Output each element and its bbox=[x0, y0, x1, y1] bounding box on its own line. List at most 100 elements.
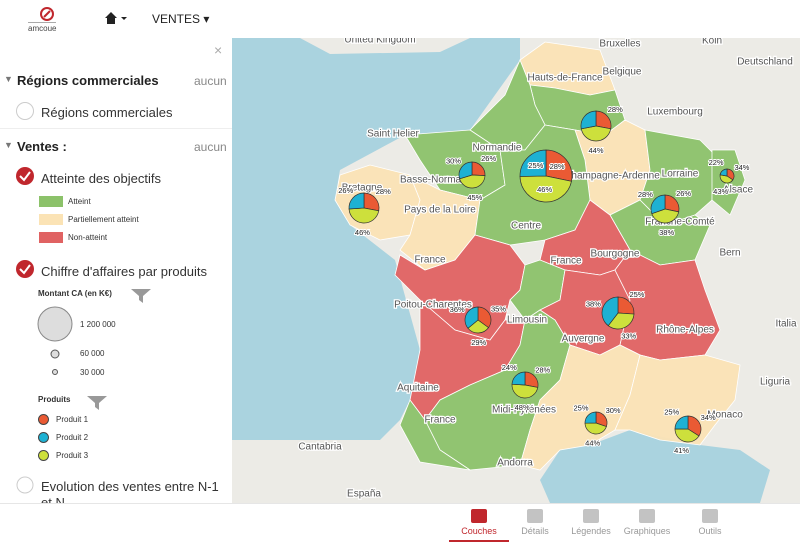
divider bbox=[0, 128, 232, 129]
filter-icon[interactable] bbox=[86, 395, 108, 411]
group-title: Régions commerciales bbox=[17, 73, 159, 88]
map-label: Lorraine bbox=[662, 169, 699, 180]
tab[interactable]: Détails bbox=[505, 504, 565, 540]
map-label: Aquitaine bbox=[397, 383, 439, 394]
legend-swatch bbox=[38, 414, 49, 425]
tab[interactable]: Couches bbox=[449, 504, 509, 542]
legend-label: Atteint bbox=[68, 197, 91, 206]
legend-label: Produit 2 bbox=[56, 433, 89, 442]
size-legend-label: 1 200 000 bbox=[80, 320, 116, 329]
legend-swatch bbox=[39, 196, 63, 207]
tab[interactable]: Légendes bbox=[561, 504, 621, 540]
layer-toggle[interactable] bbox=[16, 102, 34, 120]
map-label: Monaco bbox=[707, 410, 743, 421]
home-menu[interactable] bbox=[103, 10, 131, 26]
collapse-arrow[interactable]: ▼ bbox=[4, 140, 13, 150]
pie-slice bbox=[464, 306, 479, 329]
layer-toggle-checked[interactable] bbox=[15, 259, 35, 279]
region bbox=[519, 344, 641, 471]
region bbox=[399, 399, 471, 471]
pie-label: 28% bbox=[638, 190, 653, 199]
pie-label: 33% bbox=[621, 332, 636, 341]
pie-label: 46% bbox=[537, 185, 552, 194]
pie-label: 36% bbox=[450, 305, 465, 314]
tab-icon bbox=[471, 509, 487, 523]
pie-slice bbox=[584, 422, 607, 435]
pie-label: 25% bbox=[574, 403, 589, 412]
size-legend-label: 60 000 bbox=[80, 349, 105, 358]
logo-icon bbox=[40, 7, 54, 21]
pie-slice bbox=[719, 174, 734, 184]
map-label: Belgique bbox=[603, 67, 642, 78]
tab-label: Couches bbox=[461, 526, 497, 536]
legend-label: Produit 1 bbox=[56, 415, 89, 424]
pie-label: 26% bbox=[338, 186, 353, 195]
tab-icon bbox=[583, 509, 599, 523]
pie-slice bbox=[674, 428, 700, 443]
map[interactable]: United Kingdom Bruxelles Belgique Koln Deuts… bbox=[232, 38, 800, 503]
legend-swatch bbox=[38, 450, 49, 461]
pie-label: 28% bbox=[550, 162, 565, 171]
pie-label: 43% bbox=[713, 187, 728, 196]
pie-slice bbox=[584, 411, 597, 424]
pie-label: 25% bbox=[528, 161, 543, 170]
tab-icon bbox=[527, 509, 543, 523]
map-label: Rhône-Alpes bbox=[656, 325, 714, 336]
legend-swatch bbox=[39, 232, 63, 243]
legend-label: Produit 3 bbox=[56, 451, 89, 460]
sea bbox=[540, 430, 770, 503]
pie-label: 25% bbox=[664, 408, 679, 417]
legend-swatch bbox=[39, 214, 63, 225]
size-legend bbox=[37, 306, 73, 375]
map-label: Normandie bbox=[473, 143, 522, 154]
pie-label: 28% bbox=[535, 365, 550, 374]
close-button[interactable]: × bbox=[214, 42, 223, 58]
pie-label: 45% bbox=[467, 193, 482, 202]
map-label: Cantabria bbox=[298, 442, 342, 453]
size-legend-title: Montant CA (en K€) bbox=[38, 289, 112, 298]
module-menu[interactable]: VENTES ▾ bbox=[152, 12, 210, 26]
pie-label: 34% bbox=[701, 413, 716, 422]
layer-label: Evolution des ventes entre N-1 et N bbox=[41, 479, 219, 503]
map-label: Midi-Pyrénées bbox=[492, 405, 556, 416]
tab[interactable]: Outils bbox=[680, 504, 740, 540]
pie-slice bbox=[348, 192, 365, 210]
size-legend-label: 30 000 bbox=[80, 368, 105, 377]
tab[interactable]: Graphiques bbox=[617, 504, 677, 540]
map-label: France bbox=[424, 415, 456, 426]
collapse-arrow[interactable]: ▼ bbox=[4, 74, 13, 84]
group-title: Ventes : bbox=[17, 139, 67, 154]
map-label: Andorra bbox=[497, 458, 533, 469]
region bbox=[614, 354, 741, 446]
pie-slice bbox=[580, 110, 597, 130]
map-label: Hauts-de-France bbox=[527, 73, 602, 84]
pie-label: 28% bbox=[608, 105, 623, 114]
group-action[interactable]: aucun bbox=[194, 140, 227, 154]
pie-label: 41% bbox=[674, 446, 689, 455]
pie-slice bbox=[650, 194, 666, 215]
layer-toggle-checked[interactable] bbox=[15, 166, 35, 186]
pie-label: 35% bbox=[491, 305, 506, 314]
map-label: Auvergne bbox=[562, 334, 605, 345]
header: amcoue VENTES ▾ bbox=[0, 0, 800, 39]
products-title: Produits bbox=[38, 395, 71, 404]
group-action[interactable]: aucun bbox=[194, 74, 227, 88]
map-label: France bbox=[414, 255, 446, 266]
map-label: Bruxelles bbox=[599, 39, 640, 50]
pie-slice bbox=[348, 207, 380, 224]
filter-icon[interactable] bbox=[130, 288, 152, 304]
pie-slice bbox=[511, 383, 539, 399]
layer-toggle[interactable] bbox=[16, 476, 34, 494]
land bbox=[300, 38, 470, 54]
pie-label: 22% bbox=[709, 158, 724, 167]
pie-slice bbox=[511, 371, 526, 386]
pie-slice bbox=[607, 312, 635, 330]
map-label: Liguria bbox=[760, 377, 790, 388]
map-label: Saint Helier bbox=[367, 129, 419, 140]
pie-label: 29% bbox=[471, 338, 486, 347]
pie-slice bbox=[459, 174, 486, 189]
tab-label: Outils bbox=[698, 526, 722, 536]
map-label: Pays de la Loire bbox=[404, 205, 476, 216]
tab-icon bbox=[639, 509, 655, 523]
